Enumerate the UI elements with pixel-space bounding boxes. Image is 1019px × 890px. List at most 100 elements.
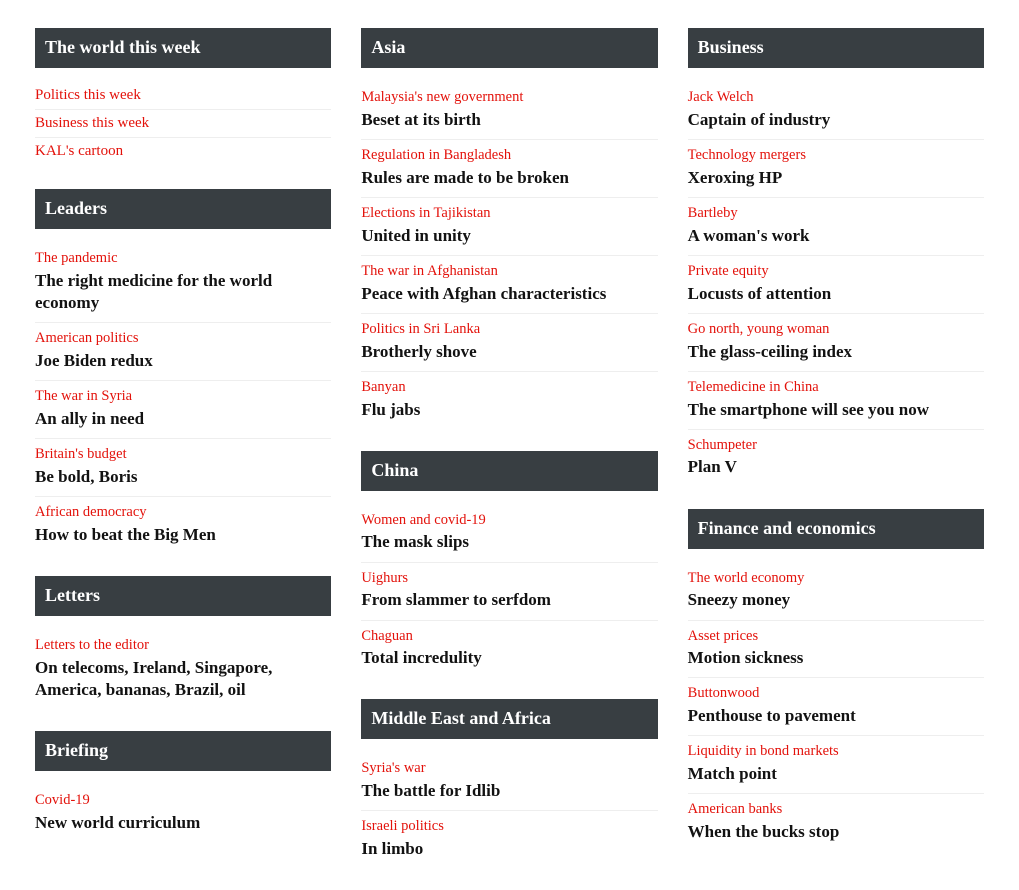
article-headline[interactable]: Motion sickness [688, 647, 984, 669]
article-headline[interactable]: The right medicine for the world economy [35, 270, 331, 314]
article-item: The world economy Sneezy money [688, 563, 984, 621]
article-kicker[interactable]: The war in Afghanistan [361, 262, 657, 281]
article-headline[interactable]: Flu jabs [361, 399, 657, 421]
column-3: Business Jack Welch Captain of industry … [688, 28, 984, 890]
article-list: Covid-19 New world curriculum [35, 785, 331, 842]
article-headline[interactable]: Sneezy money [688, 589, 984, 611]
article-headline[interactable]: When the bucks stop [688, 821, 984, 843]
article-headline[interactable]: The mask slips [361, 531, 657, 553]
section-header-china[interactable]: China [361, 451, 657, 491]
article-item: Women and covid-19 The mask slips [361, 505, 657, 563]
section-header-business[interactable]: Business [688, 28, 984, 68]
article-headline[interactable]: The battle for Idlib [361, 780, 657, 802]
article-kicker[interactable]: Elections in Tajikistan [361, 204, 657, 223]
article-item: Elections in Tajikistan United in unity [361, 198, 657, 256]
article-list: Women and covid-19 The mask slips Uighur… [361, 505, 657, 678]
article-item: Syria's war The battle for Idlib [361, 753, 657, 811]
columns-container: The world this week Politics this week B… [35, 28, 984, 890]
article-headline[interactable]: From slammer to serfdom [361, 589, 657, 611]
section-header-leaders[interactable]: Leaders [35, 189, 331, 229]
article-kicker[interactable]: Chaguan [361, 627, 657, 646]
article-headline[interactable]: How to beat the Big Men [35, 524, 331, 546]
article-kicker[interactable]: The world economy [688, 569, 984, 588]
article-headline[interactable]: United in unity [361, 225, 657, 247]
article-headline[interactable]: The glass-ceiling index [688, 341, 984, 363]
article-headline[interactable]: Captain of industry [688, 109, 984, 131]
article-kicker[interactable]: Technology mergers [688, 146, 984, 165]
article-headline[interactable]: The smartphone will see you now [688, 399, 984, 421]
article-item: Jack Welch Captain of industry [688, 82, 984, 140]
article-kicker[interactable]: Israeli politics [361, 817, 657, 836]
section-header-asia[interactable]: Asia [361, 28, 657, 68]
article-item: African democracy How to beat the Big Me… [35, 497, 331, 554]
article-kicker[interactable]: American banks [688, 800, 984, 819]
article-headline[interactable]: Joe Biden redux [35, 350, 331, 372]
article-kicker[interactable]: Telemedicine in China [688, 378, 984, 397]
article-kicker[interactable]: Schumpeter [688, 436, 984, 455]
article-headline[interactable]: In limbo [361, 838, 657, 860]
simple-link[interactable]: Business this week [35, 110, 331, 138]
simple-link[interactable]: Politics this week [35, 82, 331, 110]
article-kicker[interactable]: Banyan [361, 378, 657, 397]
article-kicker[interactable]: Syria's war [361, 759, 657, 778]
article-headline[interactable]: Match point [688, 763, 984, 785]
article-item: Go north, young woman The glass-ceiling … [688, 314, 984, 372]
article-kicker[interactable]: Bartleby [688, 204, 984, 223]
article-headline[interactable]: A woman's work [688, 225, 984, 247]
article-kicker[interactable]: The pandemic [35, 249, 331, 268]
article-item: Letters to the editor On telecoms, Irela… [35, 630, 331, 709]
article-item: Israeli politics In limbo [361, 811, 657, 868]
article-kicker[interactable]: Buttonwood [688, 684, 984, 703]
article-item: The war in Syria An ally in need [35, 381, 331, 439]
article-kicker[interactable]: Jack Welch [688, 88, 984, 107]
article-list: Letters to the editor On telecoms, Irela… [35, 630, 331, 709]
article-kicker[interactable]: Britain's budget [35, 445, 331, 464]
article-headline[interactable]: New world curriculum [35, 812, 331, 834]
article-kicker[interactable]: Private equity [688, 262, 984, 281]
article-item: Chaguan Total incredulity [361, 621, 657, 678]
article-item: The war in Afghanistan Peace with Afghan… [361, 256, 657, 314]
article-kicker[interactable]: The war in Syria [35, 387, 331, 406]
article-kicker[interactable]: Asset prices [688, 627, 984, 646]
article-headline[interactable]: Rules are made to be broken [361, 167, 657, 189]
article-headline[interactable]: An ally in need [35, 408, 331, 430]
article-list: The world economy Sneezy money Asset pri… [688, 563, 984, 852]
article-headline[interactable]: Peace with Afghan characteristics [361, 283, 657, 305]
article-kicker[interactable]: Go north, young woman [688, 320, 984, 339]
section-header-letters[interactable]: Letters [35, 576, 331, 616]
article-kicker[interactable]: American politics [35, 329, 331, 348]
article-kicker[interactable]: Uighurs [361, 569, 657, 588]
article-item: Banyan Flu jabs [361, 372, 657, 429]
article-list: The pandemic The right medicine for the … [35, 243, 331, 554]
section-header-world-this-week[interactable]: The world this week [35, 28, 331, 68]
article-headline[interactable]: Plan V [688, 456, 984, 478]
article-kicker[interactable]: Covid-19 [35, 791, 331, 810]
article-headline[interactable]: Locusts of attention [688, 283, 984, 305]
article-kicker[interactable]: Liquidity in bond markets [688, 742, 984, 761]
article-headline[interactable]: Be bold, Boris [35, 466, 331, 488]
article-item: Liquidity in bond markets Match point [688, 736, 984, 794]
article-item: Bartleby A woman's work [688, 198, 984, 256]
article-kicker[interactable]: African democracy [35, 503, 331, 522]
article-kicker[interactable]: Politics in Sri Lanka [361, 320, 657, 339]
article-headline[interactable]: Brotherly shove [361, 341, 657, 363]
article-kicker[interactable]: Malaysia's new government [361, 88, 657, 107]
article-kicker[interactable]: Women and covid-19 [361, 511, 657, 530]
article-item: Covid-19 New world curriculum [35, 785, 331, 842]
article-headline[interactable]: Total incredulity [361, 647, 657, 669]
article-headline[interactable]: On telecoms, Ireland, Singapore, America… [35, 657, 331, 701]
section-header-briefing[interactable]: Briefing [35, 731, 331, 771]
section-header-middle-east-africa[interactable]: Middle East and Africa [361, 699, 657, 739]
article-item: Malaysia's new government Beset at its b… [361, 82, 657, 140]
section-header-finance[interactable]: Finance and economics [688, 509, 984, 549]
article-item: Telemedicine in China The smartphone wil… [688, 372, 984, 430]
article-kicker[interactable]: Letters to the editor [35, 636, 331, 655]
simple-link[interactable]: KAL's cartoon [35, 138, 331, 165]
article-item: American politics Joe Biden redux [35, 323, 331, 381]
article-headline[interactable]: Xeroxing HP [688, 167, 984, 189]
article-headline[interactable]: Penthouse to pavement [688, 705, 984, 727]
article-headline[interactable]: Beset at its birth [361, 109, 657, 131]
article-item: Schumpeter Plan V [688, 430, 984, 487]
article-kicker[interactable]: Regulation in Bangladesh [361, 146, 657, 165]
article-list: Jack Welch Captain of industry Technolog… [688, 82, 984, 487]
